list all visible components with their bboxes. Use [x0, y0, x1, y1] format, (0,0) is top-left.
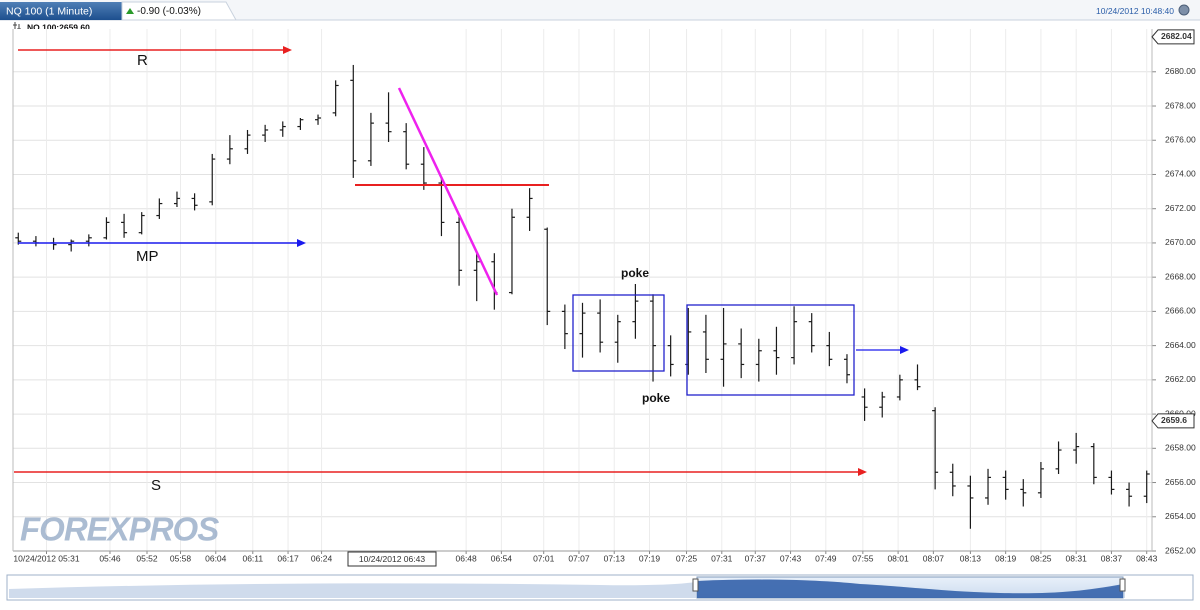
navigator-handle[interactable]	[1119, 578, 1126, 592]
bars	[15, 64, 1150, 529]
y-tick-label: 2658.00	[1165, 443, 1196, 453]
x-tick-label: 05:52	[136, 553, 158, 563]
x-tick-label: 08:25	[1030, 553, 1052, 563]
change-text: -0.90 (-0.03%)	[137, 6, 201, 17]
tab-title: NQ 100 (1 Minute)	[6, 5, 92, 17]
drawings: R MP S poke poke	[14, 46, 909, 494]
x-tick-label: 05:58	[170, 553, 192, 563]
up-arrow	[126, 8, 134, 14]
x-tick-label: 06:04	[205, 553, 227, 563]
settings-icon[interactable]	[1178, 4, 1190, 16]
x-tick-label: 08:07	[923, 553, 945, 563]
arrow-head	[900, 346, 909, 354]
x-tick-label: 06:54	[491, 553, 513, 563]
legend-label: NQ 100:2659.60	[27, 22, 90, 32]
x-tick-label: 05:46	[99, 553, 121, 563]
annotation: R	[137, 52, 148, 69]
x-tick-label: 08:13	[960, 553, 982, 563]
annotation: S	[151, 477, 161, 494]
legend-icon	[13, 22, 21, 32]
price-marker	[1151, 29, 1195, 45]
y-tick-label: 2670.00	[1165, 237, 1196, 247]
y-tick-label: 2672.00	[1165, 203, 1196, 213]
y-tick-label: 2652.00	[1165, 545, 1196, 555]
arrow-head	[297, 239, 306, 247]
x-tick-label: 07:43	[780, 553, 802, 563]
x-tick-label: 06:48	[455, 553, 477, 563]
y-tick-label: 2666.00	[1165, 306, 1196, 316]
x-tick-label: 06:11	[242, 553, 263, 563]
x-tick-label: 07:07	[568, 553, 590, 563]
arrow-head	[858, 468, 867, 476]
y-tick-label: 2674.00	[1165, 169, 1196, 179]
timestamp: 10/24/2012 10:48:40	[1096, 6, 1174, 16]
price-marker-label: 2659.6	[1161, 415, 1187, 425]
x-tick-label: 08:43	[1136, 553, 1158, 563]
annotation: poke	[642, 391, 670, 405]
x-tick-label: 08:19	[995, 553, 1017, 563]
y-tick-label: 2678.00	[1165, 100, 1196, 110]
annotation: MP	[136, 248, 159, 265]
x-tick-label: 07:31	[711, 553, 733, 563]
y-tick-label: 2662.00	[1165, 374, 1196, 384]
x-tick-label: 07:37	[745, 553, 767, 563]
annotation: poke	[621, 266, 649, 280]
y-tick-label: 2656.00	[1165, 477, 1196, 487]
y-tick-label: 2664.00	[1165, 340, 1196, 350]
header-bar	[0, 0, 1200, 20]
x-tick-label: 07:19	[639, 553, 661, 563]
range-box	[572, 294, 665, 372]
y-tick-label: 2654.00	[1165, 511, 1196, 521]
x-tick-label: 08:01	[887, 553, 909, 563]
crosshair-box	[347, 551, 437, 567]
x-tick-label: 10/24/2012 05:31	[13, 553, 79, 563]
y-tick-label: 2668.00	[1165, 271, 1196, 281]
watermark: FOREXPROS	[20, 511, 219, 548]
y-tick-label: 2676.00	[1165, 134, 1196, 144]
arrow-head	[283, 46, 292, 54]
price-marker	[1151, 413, 1195, 429]
change-tab	[121, 1, 237, 21]
crosshair-label: 10/24/2012 06:43	[359, 554, 425, 564]
x-tick-label: 07:13	[604, 553, 626, 563]
x-tick-label: 07:25	[676, 553, 698, 563]
y-tick-label: 2660.00	[1165, 408, 1196, 418]
x-tick-label: 06:24	[311, 553, 333, 563]
grid: 2652.00 2654.00 2656.00 2658.00 2660.00 2662.…	[12, 29, 1196, 563]
x-tick-label: 07:55	[852, 553, 874, 563]
tab[interactable]	[0, 2, 122, 20]
x-tick-label: 07:49	[815, 553, 837, 563]
trend-line	[397, 87, 499, 296]
x-tick-label: 08:31	[1066, 553, 1088, 563]
y-tick-label: 2680.00	[1165, 66, 1196, 76]
x-tick-label: 08:37	[1101, 553, 1123, 563]
range-box	[686, 304, 855, 396]
navigator-area-selected	[697, 579, 1123, 598]
plot-area	[13, 29, 1152, 551]
navigator-handle[interactable]	[692, 578, 699, 592]
price-marker-label: 2682.04	[1161, 31, 1192, 41]
x-tick-label: 06:17	[277, 553, 299, 563]
x-tick-label: 07:01	[533, 553, 555, 563]
